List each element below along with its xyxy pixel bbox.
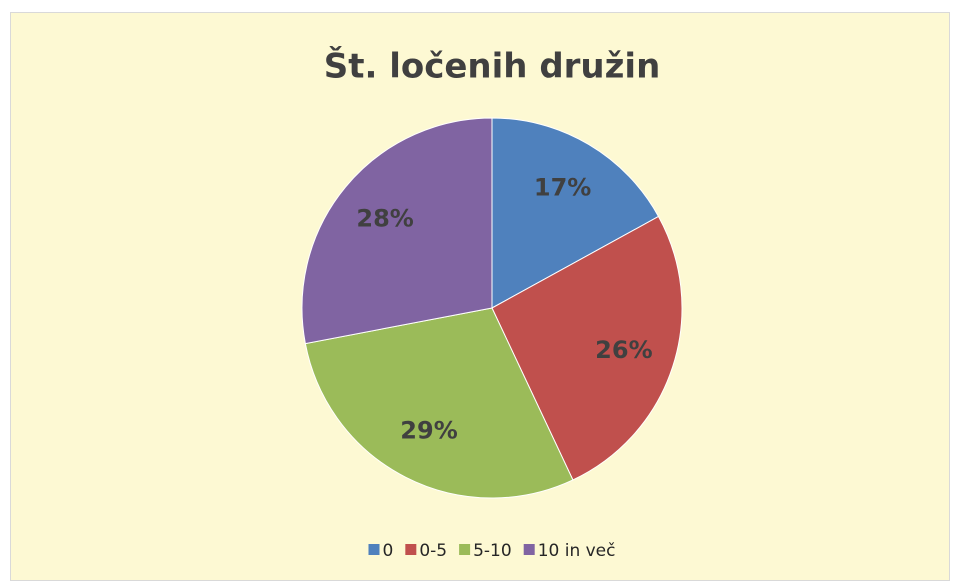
legend-label: 0 bbox=[382, 541, 393, 561]
legend-swatch bbox=[405, 544, 417, 555]
legend-swatch bbox=[368, 544, 380, 555]
legend-swatch bbox=[523, 544, 535, 555]
data-label: 28% bbox=[356, 205, 413, 233]
data-label: 17% bbox=[534, 174, 591, 202]
pie-slice bbox=[304, 307, 574, 499]
data-label: 29% bbox=[400, 417, 457, 445]
pie-slice bbox=[301, 117, 493, 345]
pie-slice bbox=[491, 117, 660, 309]
legend-swatch bbox=[459, 544, 471, 555]
data-label: 26% bbox=[595, 336, 652, 364]
legend-label: 10 in več bbox=[538, 541, 616, 561]
legend-label: 5-10 bbox=[473, 541, 512, 561]
legend-label: 0-5 bbox=[419, 541, 447, 561]
chart-title: Št. ločenih družin bbox=[324, 46, 661, 87]
pie-slice bbox=[491, 215, 683, 481]
